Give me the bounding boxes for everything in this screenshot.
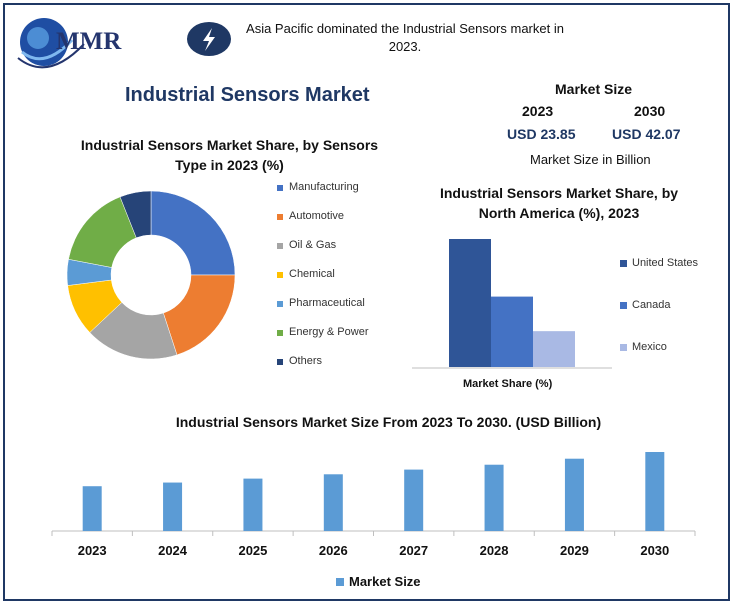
donut-slice-manufacturing xyxy=(150,190,236,276)
donut-legend: Manufacturing Automotive Oil & Gas Chemical… xyxy=(277,181,368,384)
na-chart-xlabel: Market Share (%) xyxy=(463,378,553,390)
bar-2030 xyxy=(645,452,665,531)
bar-2026 xyxy=(323,474,343,531)
legend-label: United States xyxy=(632,257,699,269)
na-legend-item-mexico: Mexico xyxy=(620,341,698,383)
na-bar-united-states xyxy=(449,239,491,367)
legend-swatch xyxy=(277,359,283,365)
bar-2025 xyxy=(243,478,263,531)
donut-chart-title: Industrial Sensors Market Share, by Sens… xyxy=(80,137,379,173)
market-size-legend: Market Size xyxy=(336,574,421,589)
legend-label: Chemical xyxy=(289,268,335,280)
market-size-label: Market Size xyxy=(555,81,633,97)
legend-swatch xyxy=(620,302,627,309)
donut-legend-item-automotive: Automotive xyxy=(277,210,368,239)
donut-legend-item-pharmaceutical: Pharmaceutical xyxy=(277,297,368,326)
na-chart-title: Industrial Sensors Market Share, by Nort… xyxy=(439,185,679,221)
legend-swatch xyxy=(277,330,283,336)
donut-legend-item-manufacturing: Manufacturing xyxy=(277,181,368,210)
donut-legend-item-oil-gas: Oil & Gas xyxy=(277,239,368,268)
market-size-chart-title: Industrial Sensors Market Size From 2023… xyxy=(175,414,602,430)
x-tick-label: 2030 xyxy=(640,543,669,558)
legend-label: Oil & Gas xyxy=(289,239,337,251)
market-size-year-start: 2023 xyxy=(522,103,554,119)
x-tick-label: 2023 xyxy=(78,543,107,558)
market-size-value-end: USD 42.07 xyxy=(612,126,681,142)
page-title: Industrial Sensors Market xyxy=(125,84,370,106)
bar-2029 xyxy=(564,458,584,531)
na-legend-item-canada: Canada xyxy=(620,299,698,341)
market-size-note: Market Size in Billion xyxy=(530,152,651,167)
bar-2027 xyxy=(404,469,424,531)
logo-text: MMR xyxy=(56,28,122,55)
legend-swatch xyxy=(620,344,627,351)
headline-alert: Asia Pacific dominated the Industrial Se… xyxy=(246,21,564,54)
market-size-year-end: 2030 xyxy=(634,103,666,119)
lightning-bolt-icon xyxy=(187,22,231,56)
na-legend: United States Canada Mexico xyxy=(620,257,698,383)
legend-label: Others xyxy=(289,355,323,367)
market-size-legend-swatch xyxy=(336,577,344,586)
legend-swatch xyxy=(620,260,627,267)
legend-swatch xyxy=(277,214,283,220)
x-tick-label: 2028 xyxy=(480,543,509,558)
market-size-value-start: USD 23.85 xyxy=(507,126,576,142)
legend-swatch xyxy=(277,243,283,249)
legend-swatch xyxy=(277,272,283,278)
legend-label: Canada xyxy=(632,299,671,311)
x-tick-label: 2029 xyxy=(560,543,589,558)
na-legend-item-united-states: United States xyxy=(620,257,698,299)
legend-label: Energy & Power xyxy=(289,326,369,338)
market-size-legend-label: Market Size xyxy=(349,574,421,589)
x-tick-label: 2027 xyxy=(399,543,428,558)
legend-swatch xyxy=(277,185,283,191)
x-tick-label: 2025 xyxy=(238,543,267,558)
na-bar-canada xyxy=(491,296,533,367)
bar-2028 xyxy=(484,464,504,531)
legend-label: Mexico xyxy=(632,341,667,353)
bar-2024 xyxy=(163,482,183,531)
infographic-frame xyxy=(3,3,730,601)
legend-label: Automotive xyxy=(289,210,345,222)
legend-label: Pharmaceutical xyxy=(289,297,365,309)
donut-legend-item-energy-power: Energy & Power xyxy=(277,326,368,355)
x-tick-label: 2024 xyxy=(158,543,188,558)
donut-legend-item-chemical: Chemical xyxy=(277,268,368,297)
donut-legend-item-others: Others xyxy=(277,355,368,384)
legend-label: Manufacturing xyxy=(289,181,359,193)
globe-icon xyxy=(17,18,85,69)
donut-slice-others xyxy=(119,190,152,239)
legend-swatch xyxy=(277,301,283,307)
bar-2023 xyxy=(82,486,102,531)
na-bar-mexico xyxy=(533,331,575,367)
x-tick-label: 2026 xyxy=(319,543,348,558)
